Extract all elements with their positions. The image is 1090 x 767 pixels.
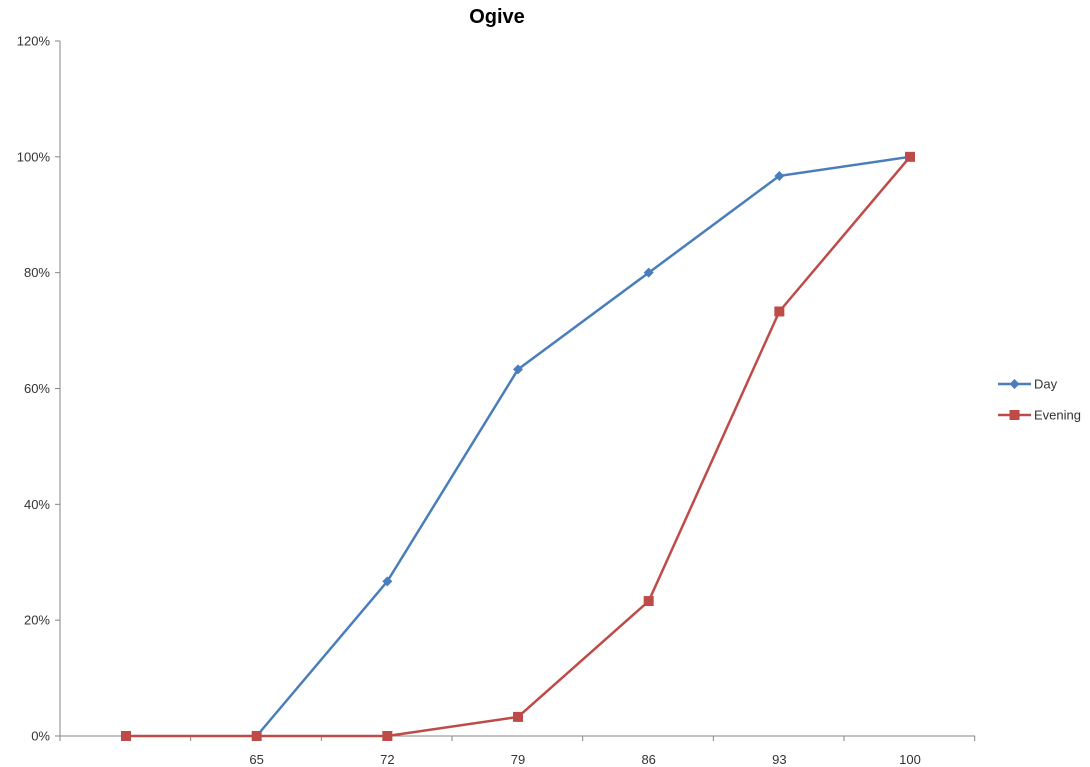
series-evening <box>121 151 916 741</box>
y-tick-label: 20% <box>24 613 50 628</box>
legend-item-evening: Evening <box>998 408 1081 423</box>
y-tick-label: 100% <box>17 149 51 164</box>
legend-marker <box>1009 410 1020 420</box>
data-point-day <box>513 364 524 375</box>
series-line-day <box>255 155 911 737</box>
data-point-evening <box>643 596 654 607</box>
y-tick-label: 60% <box>24 381 50 396</box>
series-line-evening <box>126 155 911 738</box>
x-tick-label: 93 <box>772 752 786 767</box>
y-tick-label: 120% <box>17 34 51 49</box>
legend-label: Day <box>1034 377 1058 392</box>
data-point-evening <box>121 731 131 741</box>
data-point-evening <box>251 731 262 741</box>
legend-label: Evening <box>1034 408 1081 423</box>
chart-title: Ogive <box>469 6 525 28</box>
y-axis-ticks: 0% 20% 40% 60% 80% 100% 120% <box>17 34 60 744</box>
series-day <box>251 151 916 741</box>
data-point-evening <box>513 711 524 722</box>
y-tick-label: 40% <box>24 497 50 512</box>
series-layer <box>121 151 916 741</box>
x-tick-label: 86 <box>641 752 655 767</box>
x-axis-ticks: 65 72 79 86 93 100 <box>59 736 976 767</box>
legend-item-day: Day <box>998 377 1058 392</box>
data-point-evening <box>382 731 393 741</box>
data-point-day <box>774 170 785 181</box>
data-point-evening <box>774 306 785 317</box>
legend: Day Evening <box>998 377 1081 423</box>
data-point-day <box>382 576 393 587</box>
x-tick-label: 100 <box>899 752 921 767</box>
x-tick-label: 72 <box>380 752 394 767</box>
x-tick-label: 65 <box>249 752 263 767</box>
x-tick-label: 79 <box>511 752 525 767</box>
data-point-evening <box>905 151 916 162</box>
y-tick-label: 0% <box>31 729 50 744</box>
legend-marker <box>1009 379 1020 389</box>
axes <box>59 41 975 737</box>
y-tick-label: 80% <box>24 265 50 280</box>
data-point-day <box>643 267 654 278</box>
